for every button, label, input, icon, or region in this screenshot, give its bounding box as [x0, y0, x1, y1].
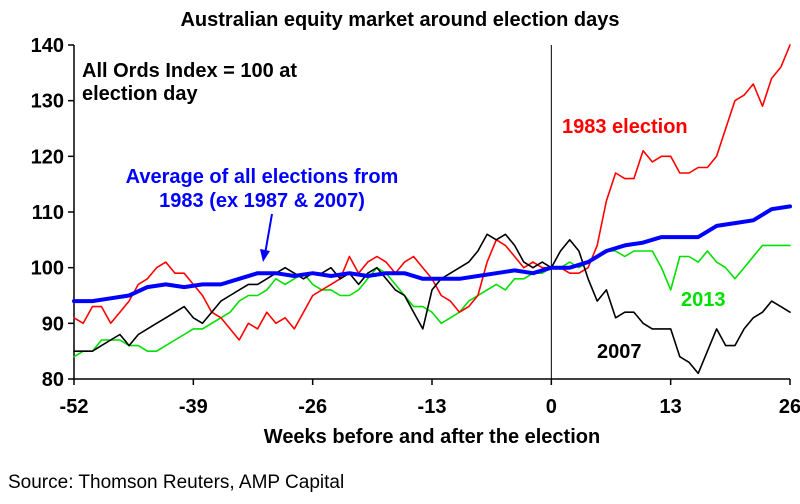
y-tick-label: 110 — [32, 202, 64, 224]
index-note-line2: election day — [82, 83, 198, 105]
chart-title: Australian equity market around election… — [180, 9, 619, 31]
average-label-line1: Average of all elections from — [126, 166, 399, 188]
x-tick-label: 13 — [660, 396, 682, 418]
y-tick-label: 140 — [31, 35, 64, 57]
y-tick-label: 130 — [31, 91, 64, 113]
series-line-average — [72, 204, 792, 304]
series-label-2013: 2013 — [681, 289, 726, 311]
y-tick-label: 100 — [31, 258, 64, 280]
x-tick-label: 26 — [779, 396, 800, 418]
y-tick-label: 80 — [42, 369, 64, 391]
source-note: Source: Thomson Reuters, AMP Capital — [8, 472, 345, 493]
series-label-1983: 1983 election — [562, 116, 688, 138]
series-line-2013 — [73, 244, 791, 358]
y-tick-label: 90 — [42, 313, 64, 335]
x-tick-label: 0 — [546, 396, 557, 418]
average-label-line2: 1983 (ex 1987 & 2007) — [159, 190, 365, 212]
series-line-2007 — [73, 233, 791, 375]
line-chart: Australian equity market around election… — [31, 9, 800, 448]
series-layer — [72, 44, 792, 375]
x-tick-label: -52 — [60, 396, 89, 418]
y-ticks: 80 90 100 110 120 130 140 — [31, 35, 74, 391]
y-tick-label: 120 — [31, 146, 64, 168]
x-tick-label: -26 — [298, 396, 327, 418]
plot-area: 80 90 100 110 120 130 140 -52 -39 -26 -13 0 13 26 — [31, 35, 800, 418]
average-arrow — [260, 213, 273, 262]
x-axis-label: Weeks before and after the election — [264, 426, 600, 448]
x-ticks: -52 -39 -26 -13 0 13 26 — [60, 379, 800, 418]
x-tick-label: -39 — [179, 396, 208, 418]
index-note-line1: All Ords Index = 100 at — [82, 60, 297, 82]
series-label-2007: 2007 — [597, 341, 642, 363]
x-tick-label: -13 — [418, 396, 447, 418]
